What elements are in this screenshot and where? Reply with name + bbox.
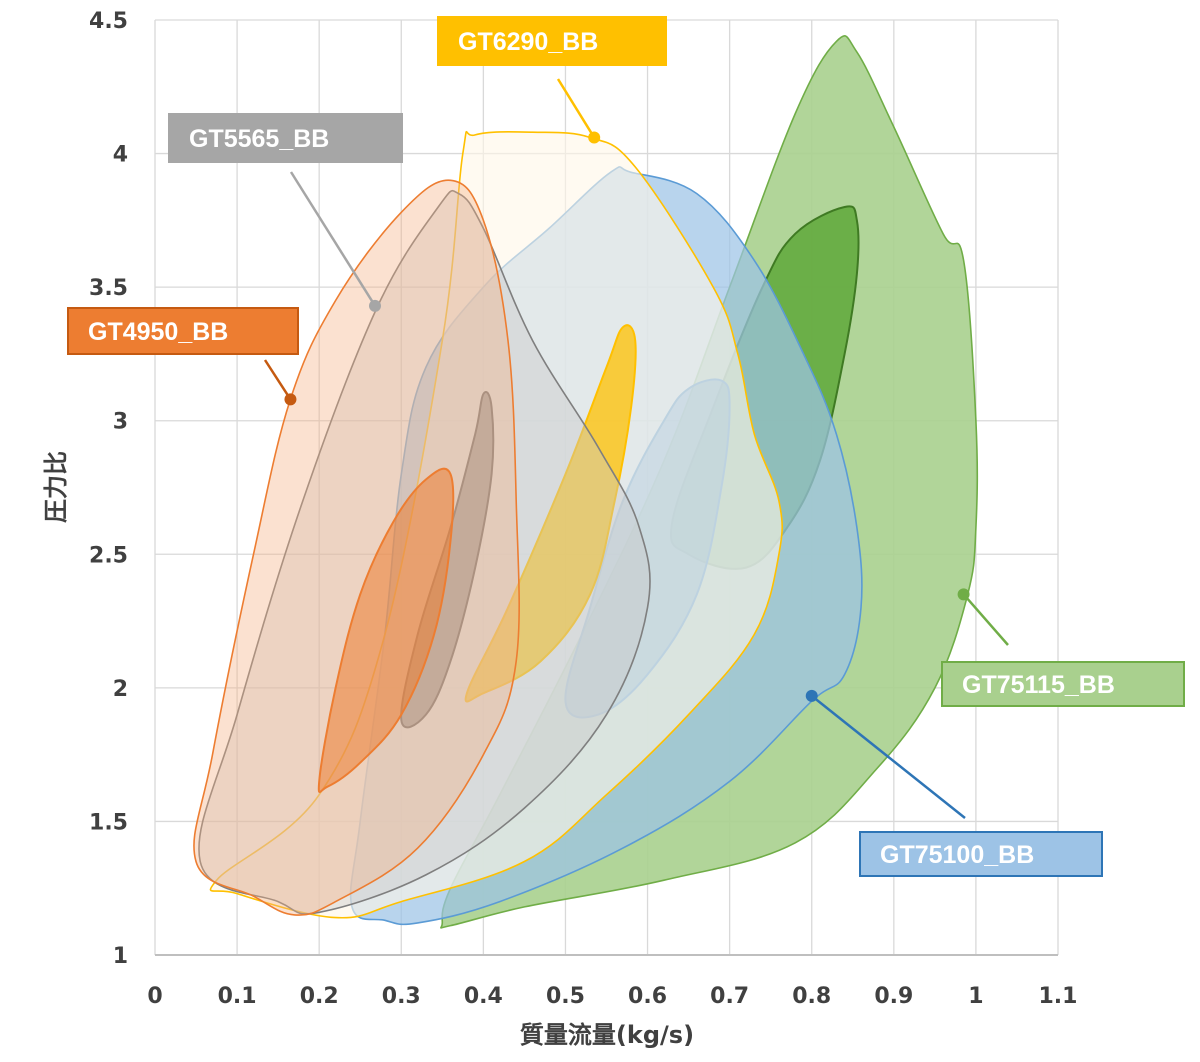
x-tick-label: 0.1 [218, 984, 257, 1009]
callout-label-text: GT5565_BB [189, 125, 329, 153]
y-tick-label: 1.5 [89, 810, 128, 835]
callout-marker [957, 588, 970, 601]
callout-marker [588, 131, 601, 144]
y-tick-label: 4.5 [89, 9, 128, 34]
series-gt6290-bb [209, 130, 783, 919]
callout-label-text: GT4950_BB [88, 318, 228, 346]
callout-label-box [941, 661, 1185, 707]
callout-leader-line [289, 171, 377, 307]
x-tick-label: 0.5 [546, 984, 585, 1009]
x-tick-label: 0.6 [628, 984, 667, 1009]
y-tick-label: 3.5 [89, 276, 128, 301]
callout-label-box [437, 16, 667, 66]
callout-label-text: GT6290_BB [458, 28, 598, 56]
y-tick-label: 2.5 [89, 543, 128, 568]
x-tick-label: 0.7 [710, 984, 749, 1009]
callout-leader-line [263, 359, 292, 401]
y-tick-label: 4 [113, 143, 128, 168]
x-tick-label: 0.4 [464, 984, 503, 1009]
axes: 0 0.1 0.2 0.3 0.4 0.5 0.6 0.7 0.8 0.9 1 1.1 1 1.5 2 2.5… [89, 9, 1077, 1009]
callout-gt75115-bb: GT75115_BB [941, 588, 1185, 707]
callout-label-text: GT75100_BB [880, 841, 1034, 869]
callout-gt4950-bb: GT4950_BB [67, 307, 299, 406]
x-tick-label: 1.1 [1039, 984, 1078, 1009]
y-tick-label: 2 [113, 677, 128, 702]
efficiency-island [464, 324, 637, 703]
x-tick-label: 0.9 [874, 984, 913, 1009]
x-axis-title: 質量流量(kg/s) [520, 1021, 694, 1049]
callout-leader-line [962, 593, 1009, 646]
x-tick-label: 0 [147, 984, 162, 1009]
x-tick-label: 1 [968, 984, 983, 1009]
callout-leader-line [556, 78, 596, 139]
callout-label-box [168, 113, 403, 163]
x-tick-label: 0.2 [300, 984, 339, 1009]
callout-leader-line [810, 694, 966, 819]
callout-marker [284, 393, 297, 406]
efficiency-island [317, 467, 455, 793]
x-tick-label: 0.3 [382, 984, 421, 1009]
callout-marker [805, 689, 818, 702]
callout-gt75100-bb: GT75100_BB [805, 689, 1103, 877]
callout-label-box [67, 307, 299, 355]
map-outline [209, 130, 783, 919]
callout-label-box [859, 831, 1103, 877]
series-callouts: GT75115_BB GT75100_BB GT6290_BB GT5565_BB GT… [67, 16, 1185, 877]
callout-marker [369, 299, 382, 312]
x-tick-label: 0.8 [792, 984, 831, 1009]
series-gt4950-bb [193, 179, 520, 916]
plot-areas [193, 35, 979, 929]
callout-label-text: GT75115_BB [962, 671, 1115, 699]
map-outline [193, 179, 520, 916]
y-tick-label: 1 [113, 944, 128, 969]
y-tick-label: 3 [113, 410, 128, 435]
callout-gt6290-bb: GT6290_BB [437, 16, 667, 144]
callout-gt5565-bb: GT5565_BB [168, 113, 403, 312]
y-axis-title: 圧力比 [42, 451, 70, 523]
